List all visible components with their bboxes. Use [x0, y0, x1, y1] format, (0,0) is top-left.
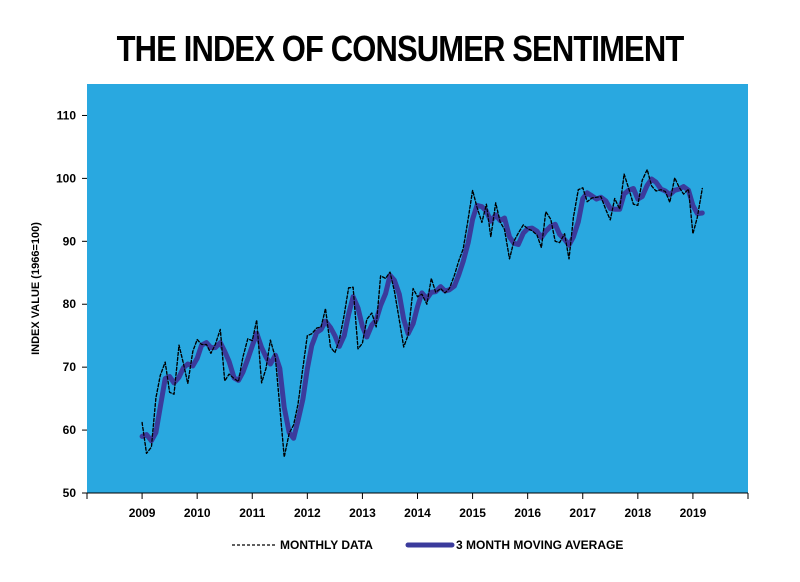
series-line-3-month-moving-average — [139, 176, 705, 444]
x-tick-label: 2014 — [404, 506, 431, 520]
x-tick-label: 2011 — [239, 506, 265, 520]
x-tick-label: 2018 — [624, 506, 651, 520]
x-tick-label: 2015 — [459, 506, 486, 520]
x-tick-label: 2016 — [514, 506, 541, 520]
y-tick-label: 110 — [57, 108, 77, 122]
y-tick-label: 70 — [63, 360, 77, 374]
chart-title: THE INDEX OF CONSUMER SENTIMENT — [116, 28, 685, 69]
legend: MONTHLY DATA 3 MONTH MOVING AVERAGE — [232, 538, 623, 552]
series-layer — [139, 169, 705, 458]
x-tick-label: 2009 — [129, 506, 156, 520]
x-tick-label: 2012 — [294, 506, 321, 520]
x-tick-label: 2019 — [680, 506, 707, 520]
x-tick-label: 2017 — [569, 506, 596, 520]
plot-area — [87, 84, 748, 493]
x-tick-label: 2013 — [349, 506, 376, 520]
x-axis: 2009 2010 2011 2012 2013 2014 2015 2016 2017 2018… — [86, 492, 749, 520]
y-axis: 50 60 70 80 90 100 110 — [56, 108, 87, 500]
x-tick-label: 2010 — [184, 506, 211, 520]
y-tick-label: 50 — [63, 486, 77, 500]
legend-label-monthly-data: MONTHLY DATA — [280, 538, 373, 552]
y-axis-title: INDEX VALUE (1966=100) — [30, 222, 42, 355]
y-tick-label: 80 — [63, 297, 77, 311]
legend-label-3-month-moving-average: 3 MONTH MOVING AVERAGE — [456, 538, 623, 552]
series-line-monthly-data-overlay — [141, 169, 703, 458]
y-tick-label: 60 — [63, 423, 77, 437]
y-tick-label: 90 — [63, 234, 77, 248]
y-tick-label: 100 — [56, 171, 76, 185]
